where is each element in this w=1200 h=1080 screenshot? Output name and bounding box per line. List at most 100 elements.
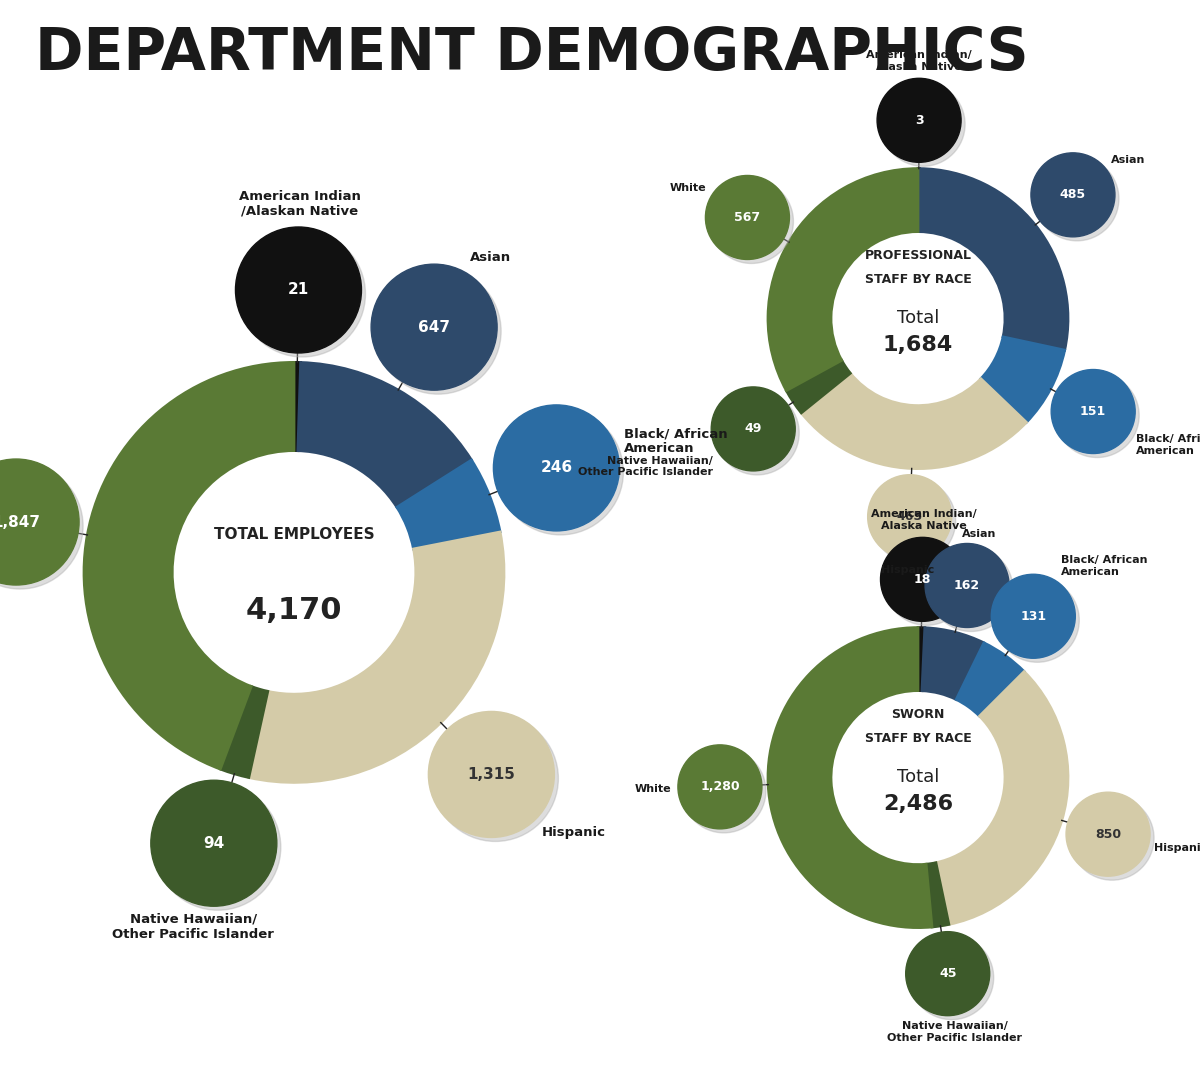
Circle shape	[1055, 374, 1139, 458]
Text: Asian: Asian	[1111, 154, 1145, 164]
Text: 850: 850	[1094, 827, 1121, 840]
Text: 465: 465	[896, 510, 923, 523]
Text: White: White	[670, 183, 706, 193]
Wedge shape	[298, 363, 472, 508]
Text: White: White	[635, 784, 672, 794]
Text: Black/ African
American: Black/ African American	[1061, 555, 1148, 577]
Text: 1,315: 1,315	[468, 767, 515, 782]
Wedge shape	[802, 374, 1026, 469]
Text: American Indian/
Alaska Native: American Indian/ Alaska Native	[871, 510, 977, 531]
Circle shape	[877, 79, 961, 162]
Wedge shape	[936, 672, 1068, 924]
Text: SWORN: SWORN	[892, 708, 944, 721]
Wedge shape	[786, 361, 851, 413]
Circle shape	[678, 745, 762, 828]
Circle shape	[995, 578, 1079, 662]
Circle shape	[706, 175, 790, 259]
Text: 18: 18	[914, 572, 931, 585]
Wedge shape	[918, 168, 919, 231]
Text: STAFF BY RACE: STAFF BY RACE	[865, 732, 971, 745]
Wedge shape	[397, 460, 500, 549]
Text: Black/ African
American: Black/ African American	[1136, 434, 1200, 456]
Wedge shape	[768, 168, 918, 391]
Circle shape	[235, 227, 361, 353]
Circle shape	[929, 548, 1013, 632]
Circle shape	[682, 748, 766, 833]
Wedge shape	[956, 643, 1024, 716]
Text: 485: 485	[1060, 188, 1086, 201]
Text: 49: 49	[744, 422, 762, 435]
Text: 2,486: 2,486	[883, 794, 953, 813]
Circle shape	[712, 387, 796, 471]
Wedge shape	[980, 337, 1064, 422]
Wedge shape	[922, 627, 984, 700]
Text: 647: 647	[418, 320, 450, 335]
Text: Native Hawaiian/
Other Pacific Islander: Native Hawaiian/ Other Pacific Islander	[888, 1022, 1022, 1043]
Wedge shape	[248, 532, 504, 782]
Circle shape	[910, 935, 994, 1020]
Text: 162: 162	[954, 579, 980, 592]
Circle shape	[371, 265, 497, 390]
Text: TOTAL EMPLOYEES: TOTAL EMPLOYEES	[214, 527, 374, 542]
Wedge shape	[768, 627, 932, 928]
Text: Asian: Asian	[470, 252, 511, 265]
Circle shape	[498, 409, 624, 535]
Circle shape	[868, 475, 952, 558]
Text: 4,170: 4,170	[246, 596, 342, 624]
Wedge shape	[918, 627, 925, 691]
Text: 21: 21	[288, 283, 310, 297]
Wedge shape	[84, 363, 294, 769]
Text: 3: 3	[914, 113, 923, 126]
Circle shape	[881, 538, 965, 621]
Circle shape	[925, 543, 1009, 627]
Wedge shape	[294, 363, 301, 450]
Circle shape	[1034, 157, 1118, 241]
Circle shape	[881, 82, 965, 166]
Circle shape	[493, 405, 619, 531]
Text: Black/ African
American: Black/ African American	[624, 427, 727, 455]
Circle shape	[155, 784, 281, 910]
Circle shape	[428, 712, 554, 837]
Circle shape	[151, 780, 277, 906]
Text: 131: 131	[1020, 610, 1046, 623]
Text: 45: 45	[938, 968, 956, 981]
Circle shape	[1031, 153, 1115, 237]
Circle shape	[991, 575, 1075, 659]
Circle shape	[1070, 796, 1154, 880]
Circle shape	[432, 715, 558, 841]
Circle shape	[376, 268, 502, 394]
Text: 1,280: 1,280	[700, 781, 739, 794]
Wedge shape	[221, 687, 268, 778]
Text: PROFESSIONAL: PROFESSIONAL	[864, 249, 972, 262]
Wedge shape	[919, 168, 1068, 350]
Text: American Indian/
Alaska Native: American Indian/ Alaska Native	[866, 51, 972, 72]
Text: 567: 567	[734, 211, 761, 224]
Circle shape	[709, 179, 793, 264]
Text: Hispanic: Hispanic	[542, 826, 606, 839]
Wedge shape	[926, 863, 949, 927]
Circle shape	[240, 231, 366, 357]
Text: Total: Total	[896, 309, 940, 326]
Circle shape	[1066, 793, 1150, 876]
Circle shape	[906, 932, 990, 1015]
Text: 246: 246	[540, 460, 572, 475]
Circle shape	[1051, 369, 1135, 454]
Text: 1,684: 1,684	[883, 335, 953, 354]
Text: Native Hawaiian/
Other Pacific Islander: Native Hawaiian/ Other Pacific Islander	[113, 913, 275, 941]
Circle shape	[0, 463, 83, 589]
Circle shape	[871, 478, 955, 563]
Text: American Indian
/Alaskan Native: American Indian /Alaskan Native	[239, 190, 360, 217]
Text: DEPARTMENT DEMOGRAPHICS: DEPARTMENT DEMOGRAPHICS	[35, 25, 1028, 82]
Text: Total: Total	[896, 768, 940, 786]
Text: Asian: Asian	[962, 529, 996, 539]
Text: 94: 94	[203, 836, 224, 851]
Circle shape	[884, 541, 968, 625]
Text: STAFF BY RACE: STAFF BY RACE	[865, 273, 971, 286]
Text: 151: 151	[1080, 405, 1106, 418]
Text: Hispanic: Hispanic	[881, 565, 935, 575]
Text: Hispanic: Hispanic	[1154, 843, 1200, 853]
Circle shape	[715, 391, 799, 475]
Circle shape	[0, 459, 79, 585]
Text: 1,847: 1,847	[0, 514, 40, 529]
Text: Native Hawaiian/
Other Pacific Islander: Native Hawaiian/ Other Pacific Islander	[578, 456, 713, 477]
